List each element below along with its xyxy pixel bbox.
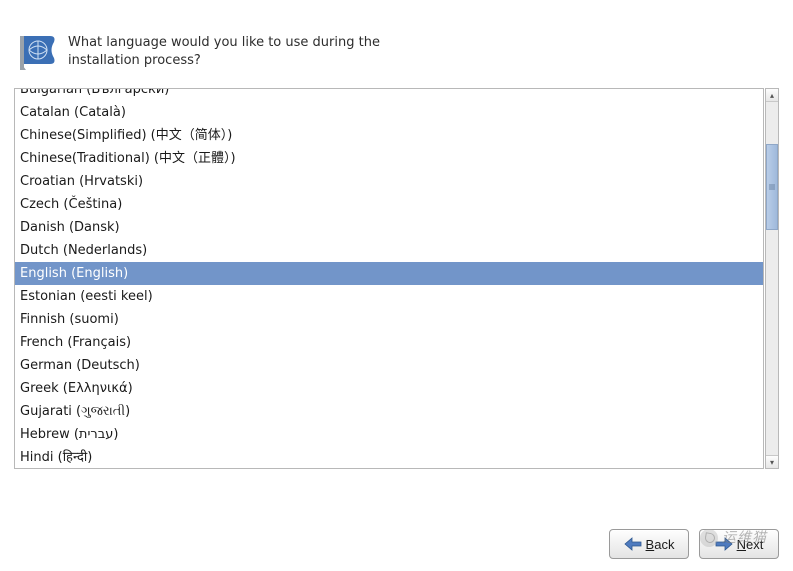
list-item[interactable]: Chinese(Simplified) (中文（简体）) [15, 124, 763, 147]
list-item[interactable]: Hebrew (עברית) [15, 423, 763, 446]
language-list-container: Bulgarian (Български)Catalan (Català)Chi… [14, 88, 779, 469]
language-flag-icon [16, 32, 56, 72]
list-item[interactable]: Danish (Dansk) [15, 216, 763, 239]
footer-buttons: Back Next [609, 529, 779, 559]
list-item[interactable]: French (Français) [15, 331, 763, 354]
list-item[interactable]: German (Deutsch) [15, 354, 763, 377]
next-button[interactable]: Next [699, 529, 779, 559]
scrollbar[interactable]: ▴ ▾ [765, 88, 779, 469]
list-item[interactable]: Czech (Čeština) [15, 193, 763, 216]
back-button[interactable]: Back [609, 529, 689, 559]
header-prompt: What language would you like to use duri… [68, 34, 388, 69]
language-list[interactable]: Bulgarian (Български)Catalan (Català)Chi… [14, 88, 764, 469]
arrow-right-icon [715, 537, 733, 551]
back-button-label: Back [646, 537, 675, 552]
list-item[interactable]: Hindi (हिन्दी) [15, 446, 763, 469]
list-item[interactable]: Greek (Ελληνικά) [15, 377, 763, 400]
list-item[interactable]: Bulgarian (Български) [15, 88, 763, 101]
scroll-thumb[interactable] [766, 144, 778, 230]
scroll-track[interactable] [766, 102, 778, 455]
list-item[interactable]: Dutch (Nederlands) [15, 239, 763, 262]
scroll-up-button[interactable]: ▴ [766, 89, 778, 102]
list-item[interactable]: Catalan (Català) [15, 101, 763, 124]
arrow-left-icon [624, 537, 642, 551]
list-item[interactable]: Estonian (eesti keel) [15, 285, 763, 308]
next-button-label: Next [737, 537, 764, 552]
list-item[interactable]: English (English) [15, 262, 763, 285]
list-item[interactable]: Chinese(Traditional) (中文（正體）) [15, 147, 763, 170]
list-item[interactable]: Finnish (suomi) [15, 308, 763, 331]
header: What language would you like to use duri… [0, 0, 793, 88]
list-item[interactable]: Gujarati (ગુજરાતી) [15, 400, 763, 423]
scroll-down-button[interactable]: ▾ [766, 455, 778, 468]
list-item[interactable]: Croatian (Hrvatski) [15, 170, 763, 193]
